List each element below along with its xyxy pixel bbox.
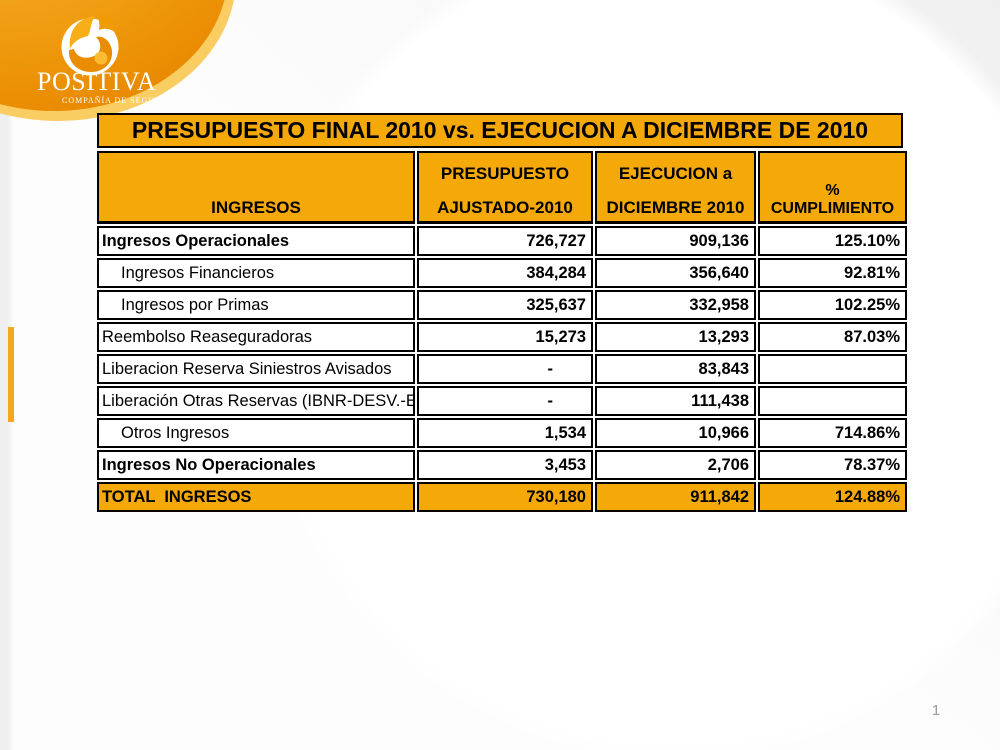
row-presupuesto-value: 1,534: [417, 418, 593, 448]
row-presupuesto-value: -: [417, 354, 593, 384]
row-cumplimiento-value: [758, 386, 907, 416]
row-cumplimiento-value: [758, 354, 907, 384]
row-label: Ingresos por Primas: [97, 290, 415, 320]
row-cumplimiento-value: 714.86%: [758, 418, 907, 448]
header-label: % CUMPLIMIENTO: [770, 182, 895, 217]
table-header-row: INGRESOS PRESUPUESTO AJUSTADO-2010 EJECU…: [97, 151, 907, 224]
table-row: Ingresos por Primas 325,637 332,958 102.25%: [97, 290, 907, 320]
row-cumplimiento-value: 92.81%: [758, 258, 907, 288]
column-header-cumplimiento: % CUMPLIMIENTO: [758, 151, 907, 224]
logo-brand-text: POSITIVA: [37, 67, 157, 96]
table-row: Reembolso Reaseguradoras 15,273 13,293 87.0…: [97, 322, 907, 352]
row-ejecucion-value: 911,842: [595, 482, 756, 512]
row-cumplimiento-value: 102.25%: [758, 290, 907, 320]
row-presupuesto-value: -: [417, 386, 593, 416]
row-ejecucion-value: 10,966: [595, 418, 756, 448]
positiva-logo: POSITIVA COMPAÑÍA DE SEGUROS: [0, 0, 270, 140]
column-header-presupuesto: PRESUPUESTO AJUSTADO-2010: [417, 151, 593, 224]
left-accent-bar: [8, 327, 14, 422]
row-label: Ingresos Operacionales: [97, 226, 415, 256]
row-label: Liberación Otras Reservas (IBNR-DESV.-E: [97, 386, 415, 416]
row-presupuesto-value: 730,180: [417, 482, 593, 512]
row-ejecucion-value: 356,640: [595, 258, 756, 288]
table-row: Ingresos Operacionales 726,727 909,136 125.…: [97, 226, 907, 256]
row-ejecucion-value: 83,843: [595, 354, 756, 384]
header-label: DICIEMBRE 2010: [606, 198, 745, 217]
background-left-strip: [0, 0, 14, 750]
column-header-ingresos: INGRESOS: [97, 151, 415, 224]
row-presupuesto-value: 726,727: [417, 226, 593, 256]
column-header-ejecucion: EJECUCION a DICIEMBRE 2010: [595, 151, 756, 224]
row-cumplimiento-value: 125.10%: [758, 226, 907, 256]
budget-table-grid: INGRESOS PRESUPUESTO AJUSTADO-2010 EJECU…: [95, 149, 909, 514]
positiva-blob-graphic: [0, 0, 234, 121]
row-ejecucion-value: 909,136: [595, 226, 756, 256]
row-presupuesto-value: 3,453: [417, 450, 593, 480]
row-cumplimiento-value: 124.88%: [758, 482, 907, 512]
row-cumplimiento-value: 87.03%: [758, 322, 907, 352]
row-ejecucion-value: 13,293: [595, 322, 756, 352]
row-presupuesto-value: 325,637: [417, 290, 593, 320]
row-ejecucion-value: 2,706: [595, 450, 756, 480]
header-label: AJUSTADO-2010: [437, 198, 573, 217]
logo-tagline-text: COMPAÑÍA DE SEGUROS: [62, 96, 174, 105]
row-presupuesto-value: 15,273: [417, 322, 593, 352]
row-label: Ingresos Financieros: [97, 258, 415, 288]
row-presupuesto-value: 384,284: [417, 258, 593, 288]
table-row: Otros Ingresos 1,534 10,966 714.86%: [97, 418, 907, 448]
table-title: PRESUPUESTO FINAL 2010 vs. EJECUCION A D…: [97, 113, 903, 148]
row-label: Reembolso Reaseguradoras: [97, 322, 415, 352]
row-label: TOTAL INGRESOS: [97, 482, 415, 512]
row-label: Otros Ingresos: [97, 418, 415, 448]
row-label: Ingresos No Operacionales: [97, 450, 415, 480]
table-total-row: TOTAL INGRESOS 730,180 911,842 124.88%: [97, 482, 907, 512]
row-cumplimiento-value: 78.37%: [758, 450, 907, 480]
row-ejecucion-value: 111,438: [595, 386, 756, 416]
row-ejecucion-value: 332,958: [595, 290, 756, 320]
table-row: Ingresos Financieros 384,284 356,640 92.81%: [97, 258, 907, 288]
header-label: EJECUCION a: [618, 164, 733, 183]
table-row: Liberación Otras Reservas (IBNR-DESV.-E -…: [97, 386, 907, 416]
header-label: INGRESOS: [211, 198, 301, 217]
row-label: Liberacion Reserva Siniestros Avisados: [97, 354, 415, 384]
table-row: Ingresos No Operacionales 3,453 2,706 78.37…: [97, 450, 907, 480]
table-row: Liberacion Reserva Siniestros Avisados -8…: [97, 354, 907, 384]
header-label: PRESUPUESTO: [440, 164, 570, 183]
page-number: 1: [931, 702, 941, 719]
positiva-swirl-icon: [61, 14, 119, 76]
budget-table: PRESUPUESTO FINAL 2010 vs. EJECUCION A D…: [97, 113, 907, 514]
